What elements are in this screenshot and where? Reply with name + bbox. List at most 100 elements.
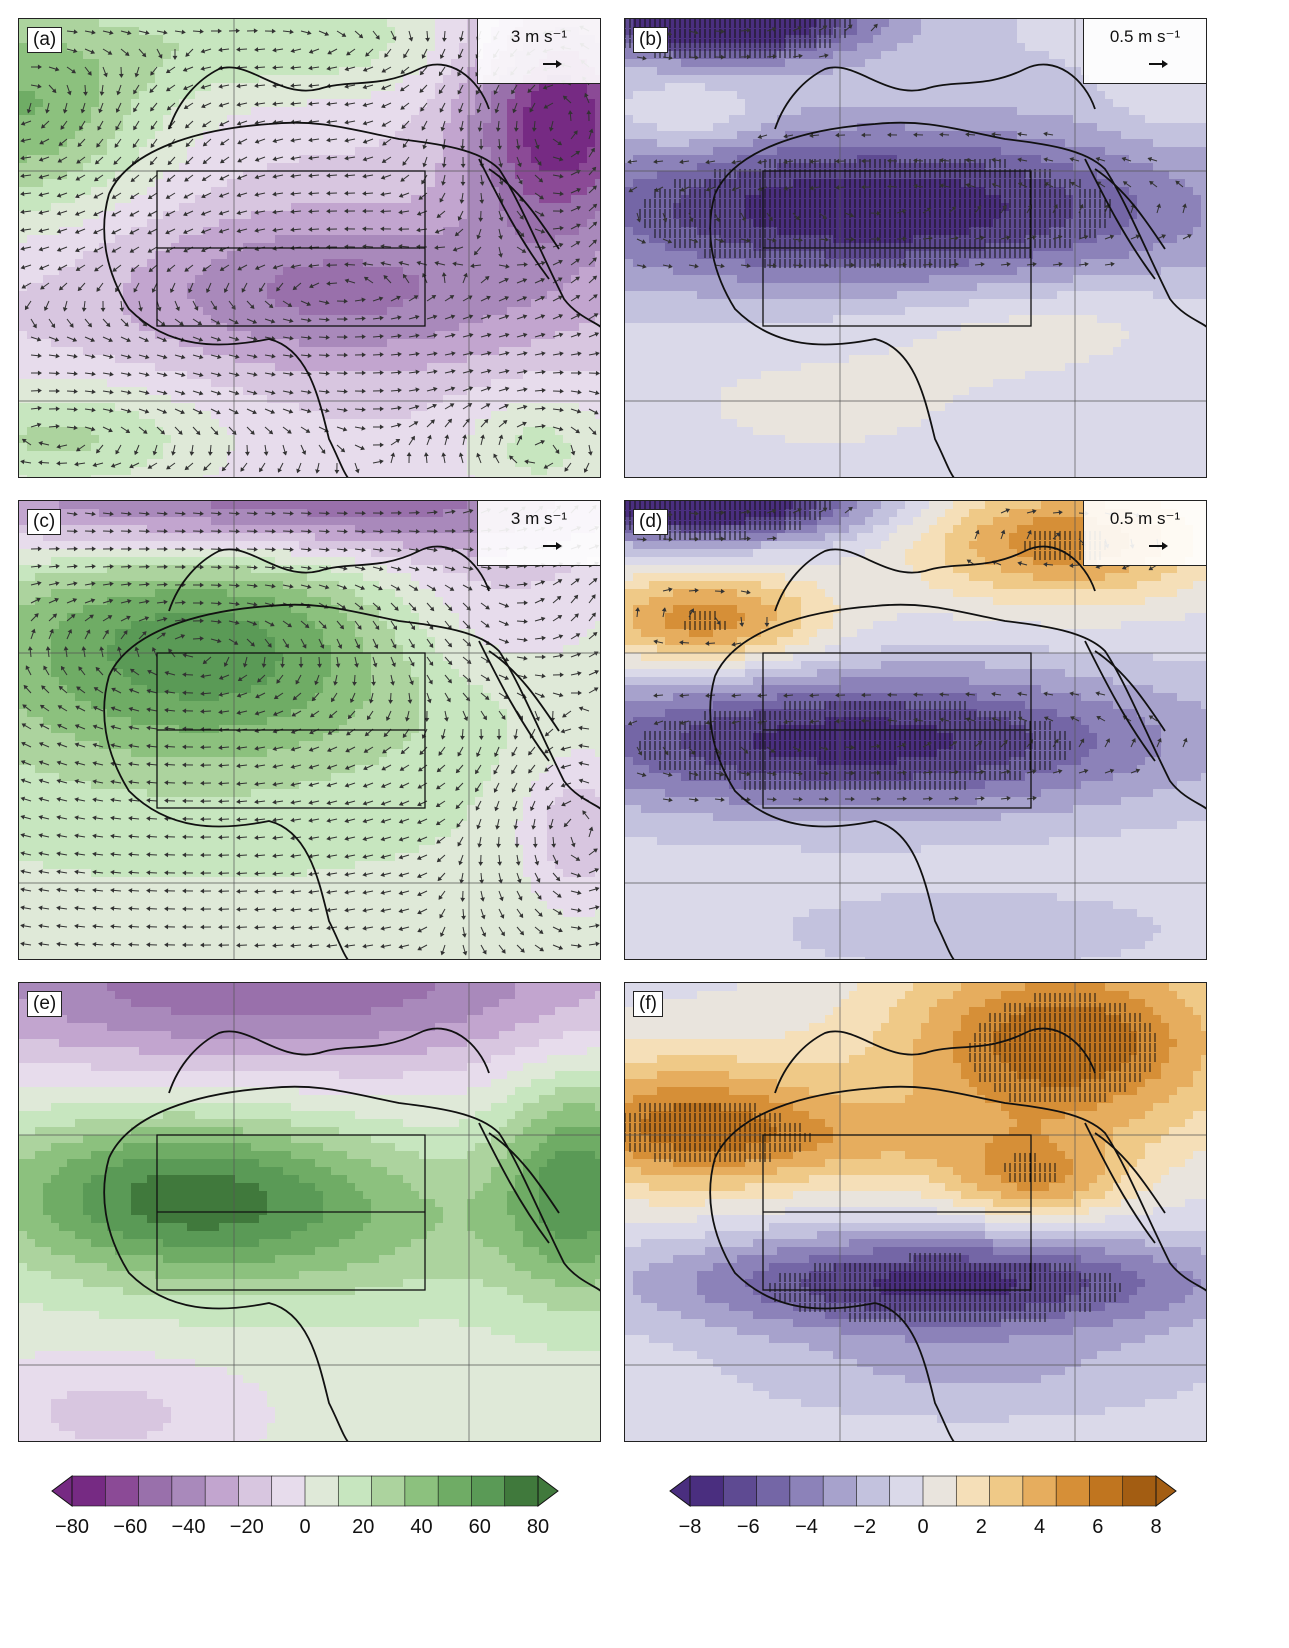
panel-d: (d) 0.5 m s⁻¹ <box>624 500 1207 960</box>
coastline <box>103 1027 600 1441</box>
colorbar-tick-label: 6 <box>1092 1516 1103 1539</box>
colorbar-swatch <box>238 1475 273 1507</box>
colorbar-right-scale <box>669 1475 1177 1507</box>
panel-label: (d) <box>633 509 669 535</box>
colorbar-swatch <box>271 1475 306 1507</box>
panel-e: (e) <box>18 982 601 1442</box>
colorbar-swatch <box>337 1475 373 1507</box>
colorbar-tick-label: 80 <box>527 1516 549 1539</box>
colorbar-swatch <box>71 1475 106 1507</box>
reference-arrow-icon <box>1149 60 1168 68</box>
analysis-box <box>762 652 1032 809</box>
wind-vectors <box>627 23 1192 269</box>
map-field-a <box>19 19 600 477</box>
colorbar-tick-label: 60 <box>469 1516 491 1539</box>
map-field-d <box>625 501 1206 959</box>
colorbar-swatch <box>371 1475 406 1507</box>
filled-contours <box>19 983 600 1441</box>
colorbar-tick-label: −8 <box>679 1516 702 1539</box>
coastline <box>103 63 600 477</box>
significance-hatching <box>625 993 1156 1322</box>
coastline <box>709 1027 1206 1441</box>
analysis-box <box>156 652 426 809</box>
colorbar-swatch <box>989 1475 1024 1507</box>
wind-vectors <box>20 505 600 956</box>
panel-label: (e) <box>27 991 63 1017</box>
reference-arrow-icon <box>543 60 562 68</box>
colorbar-tick-label: 40 <box>410 1516 432 1539</box>
colorbar-tick-label: −20 <box>230 1516 264 1539</box>
panel-label: (a) <box>27 27 63 53</box>
colorbar-swatch <box>756 1475 791 1507</box>
colorbar-tick-label: 2 <box>976 1516 987 1539</box>
map-field-f <box>625 983 1206 1441</box>
colorbar-min-arrow <box>51 1475 73 1507</box>
reference-vector-box: 0.5 m s⁻¹ <box>1083 501 1206 566</box>
colorbar-tick-label: −2 <box>853 1516 876 1539</box>
colorbar-tick-label: 0 <box>917 1516 928 1539</box>
colorbar-swatch <box>955 1475 991 1507</box>
colorbar-tick-label: −6 <box>737 1516 760 1539</box>
map-field-e <box>19 983 600 1441</box>
colorbar-swatch <box>1122 1475 1157 1507</box>
colorbar-swatch <box>437 1475 473 1507</box>
colorbar-swatch <box>404 1475 439 1507</box>
map-field-c <box>19 501 600 959</box>
graticule <box>625 983 1206 1441</box>
colorbar-swatch <box>789 1475 824 1507</box>
colorbar-tick-label: 4 <box>1034 1516 1045 1539</box>
colorbar-swatch <box>171 1475 206 1507</box>
colorbar-swatch <box>304 1475 339 1507</box>
colorbar-swatch <box>471 1475 506 1507</box>
colorbar-swatch <box>822 1475 858 1507</box>
colorbar-swatch <box>1055 1475 1091 1507</box>
colorbar-swatch <box>104 1475 140 1507</box>
colorbar-swatch <box>504 1475 539 1507</box>
colorbar-swatch <box>204 1475 240 1507</box>
colorbar-swatch <box>689 1475 724 1507</box>
panel-c: (c) 3 m s⁻¹ <box>18 500 601 960</box>
colorbar-tick-label: −40 <box>172 1516 206 1539</box>
colorbar-max-arrow <box>537 1475 559 1507</box>
colorbar-swatch <box>1089 1475 1124 1507</box>
colorbar-swatch <box>138 1475 173 1507</box>
wind-vectors <box>20 25 600 474</box>
reference-vector-label: 0.5 m s⁻¹ <box>1084 509 1206 529</box>
reference-vector-label: 3 m s⁻¹ <box>478 27 600 47</box>
filled-contours <box>19 501 600 959</box>
coastline <box>709 545 1206 959</box>
colorbar-swatch <box>922 1475 957 1507</box>
panel-b: (b) 0.5 m s⁻¹ <box>624 18 1207 478</box>
colorbar-left-scale <box>51 1475 559 1507</box>
reference-vector-box: 3 m s⁻¹ <box>477 19 600 84</box>
panel-label: (c) <box>27 509 62 535</box>
colorbar-tick-label: 0 <box>299 1516 310 1539</box>
panel-label: (f) <box>633 991 663 1017</box>
coastline <box>103 545 600 959</box>
analysis-box <box>156 1134 426 1291</box>
reference-vector-label: 0.5 m s⁻¹ <box>1084 27 1206 47</box>
coastline <box>709 63 1206 477</box>
analysis-box <box>156 170 426 327</box>
analysis-box <box>762 170 1032 327</box>
colorbar-swatch <box>856 1475 891 1507</box>
map-field-b <box>625 19 1206 477</box>
panel-label: (b) <box>633 27 669 53</box>
filled-contours <box>625 501 1206 959</box>
reference-vector-label: 3 m s⁻¹ <box>478 509 600 529</box>
panel-a: (a) 3 m s⁻¹ <box>18 18 601 478</box>
colorbar-swatch <box>722 1475 758 1507</box>
reference-vector-box: 0.5 m s⁻¹ <box>1083 19 1206 84</box>
colorbar-tick-label: 20 <box>352 1516 374 1539</box>
reference-arrow-icon <box>1149 542 1168 550</box>
colorbar-left: −80 −60 −40 −20 0 20 40 60 80 <box>50 1472 560 1562</box>
reference-arrow-icon <box>543 542 562 550</box>
graticule <box>625 501 1206 959</box>
panel-f: (f) <box>624 982 1207 1442</box>
colorbar-tick-label: −4 <box>795 1516 818 1539</box>
colorbar-swatch <box>889 1475 924 1507</box>
colorbar-tick-label: −80 <box>55 1516 89 1539</box>
analysis-box <box>762 1134 1032 1291</box>
colorbar-tick-label: −60 <box>113 1516 147 1539</box>
colorbar-swatch <box>1022 1475 1057 1507</box>
